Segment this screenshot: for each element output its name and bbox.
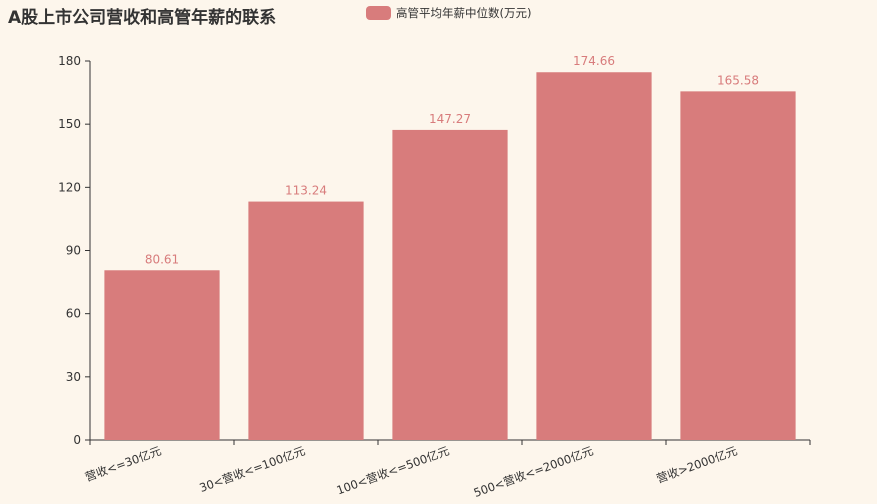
y-tick-label: 180 <box>58 54 81 68</box>
bar <box>248 201 364 440</box>
legend[interactable]: 高管平均年薪中位数(万元) <box>366 5 531 21</box>
bar <box>536 72 652 441</box>
x-tick-label: 500<营收<=2000亿元 <box>472 443 596 499</box>
data-label: 80.61 <box>145 252 179 266</box>
x-axis: 营收<=30亿元 30<营收<=100亿元 100<营收<=500亿元 500<营收<… <box>83 439 811 500</box>
y-tick-label: 30 <box>66 370 81 384</box>
data-label: 113.24 <box>285 184 327 198</box>
x-tick-label: 营收<=30亿元 <box>83 443 163 484</box>
data-label: 147.27 <box>429 112 471 126</box>
y-tick-label: 60 <box>66 307 81 321</box>
bars <box>104 72 796 441</box>
bar <box>392 129 508 440</box>
data-label: 174.66 <box>573 54 615 68</box>
bar <box>104 270 220 440</box>
x-tick-label: 营收>2000亿元 <box>654 443 739 485</box>
chart-title: A股上市公司营收和高管年薪的联系 <box>8 8 277 28</box>
x-tick-label: 100<营收<=500亿元 <box>335 443 452 497</box>
y-tick-label: 90 <box>66 244 81 258</box>
legend-swatch <box>366 6 391 20</box>
y-tick-label: 120 <box>58 180 81 194</box>
legend-label: 高管平均年薪中位数(万元) <box>396 6 532 20</box>
y-axis: 0 30 60 90 120 150 180 <box>58 54 91 447</box>
bar <box>680 91 796 440</box>
x-tick-label: 30<营收<=100亿元 <box>197 443 307 494</box>
y-tick-label: 0 <box>73 433 81 447</box>
y-tick-label: 150 <box>58 117 81 131</box>
data-labels: 80.61 113.24 147.27 174.66 165.58 <box>145 54 759 266</box>
data-label: 165.58 <box>717 73 759 87</box>
